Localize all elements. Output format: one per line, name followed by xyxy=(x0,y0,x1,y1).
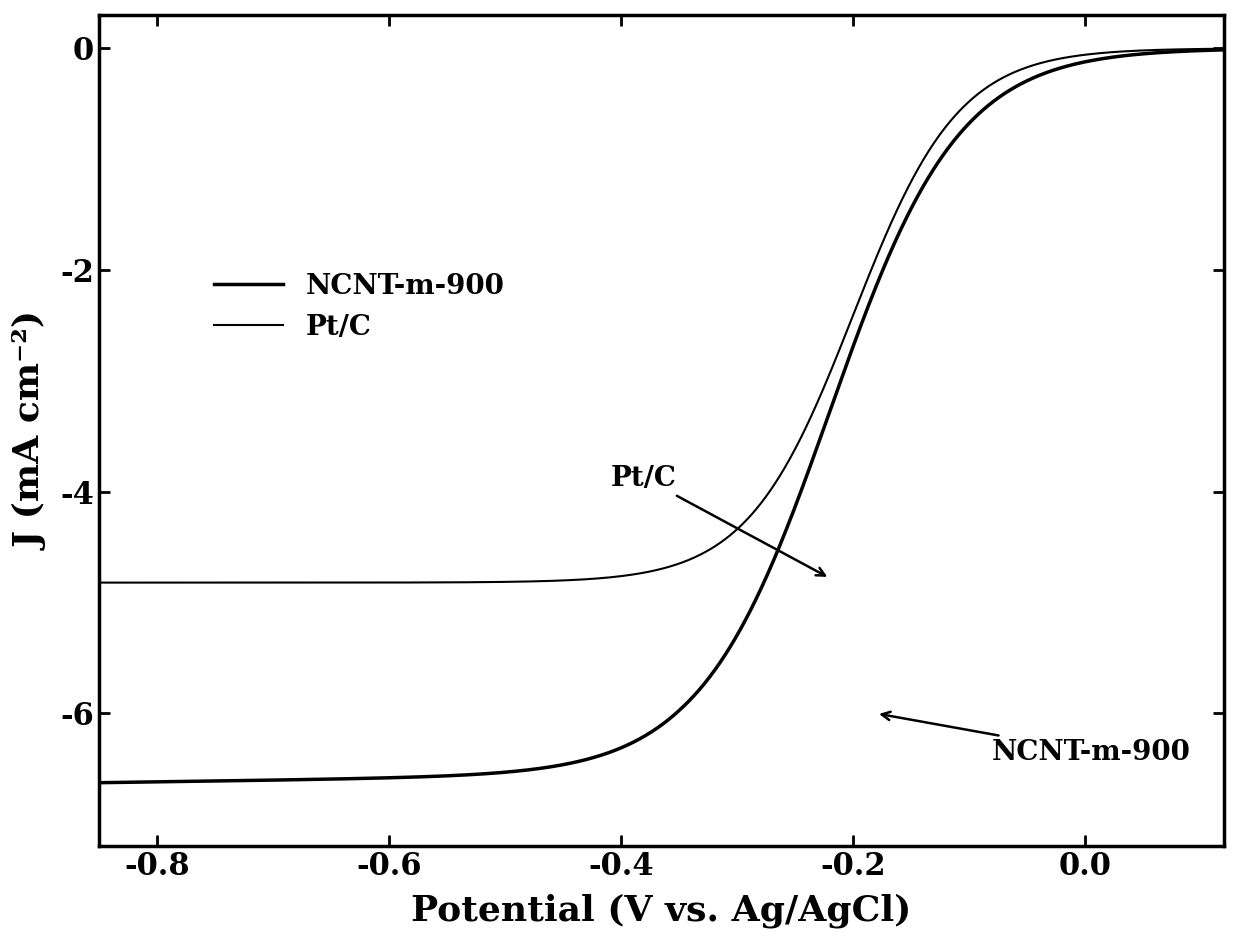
Pt/C xyxy=(639,567,653,578)
NCNT-m-900 xyxy=(92,777,107,788)
NCNT-m-900 xyxy=(1216,44,1231,56)
Pt/C xyxy=(149,577,164,588)
Pt/C xyxy=(1184,43,1199,55)
NCNT-m-900 xyxy=(1184,45,1199,57)
Pt/C xyxy=(609,571,624,583)
Line: Pt/C: Pt/C xyxy=(99,49,1224,583)
Text: Pt/C: Pt/C xyxy=(611,465,825,575)
Pt/C xyxy=(1216,43,1231,55)
X-axis label: Potential (V vs. Ag/AgCl): Potential (V vs. Ag/AgCl) xyxy=(412,893,911,928)
Legend: NCNT-m-900, Pt/C: NCNT-m-900, Pt/C xyxy=(203,262,516,352)
Pt/C xyxy=(92,577,107,588)
Text: NCNT-m-900: NCNT-m-900 xyxy=(882,712,1192,766)
Pt/C xyxy=(1184,43,1199,55)
NCNT-m-900 xyxy=(609,744,624,755)
NCNT-m-900 xyxy=(639,730,653,741)
NCNT-m-900 xyxy=(977,103,992,114)
Y-axis label: J (mA cm⁻²): J (mA cm⁻²) xyxy=(15,312,50,550)
Line: NCNT-m-900: NCNT-m-900 xyxy=(99,50,1224,783)
Pt/C xyxy=(977,83,992,94)
NCNT-m-900 xyxy=(1184,45,1199,57)
NCNT-m-900 xyxy=(149,776,164,787)
